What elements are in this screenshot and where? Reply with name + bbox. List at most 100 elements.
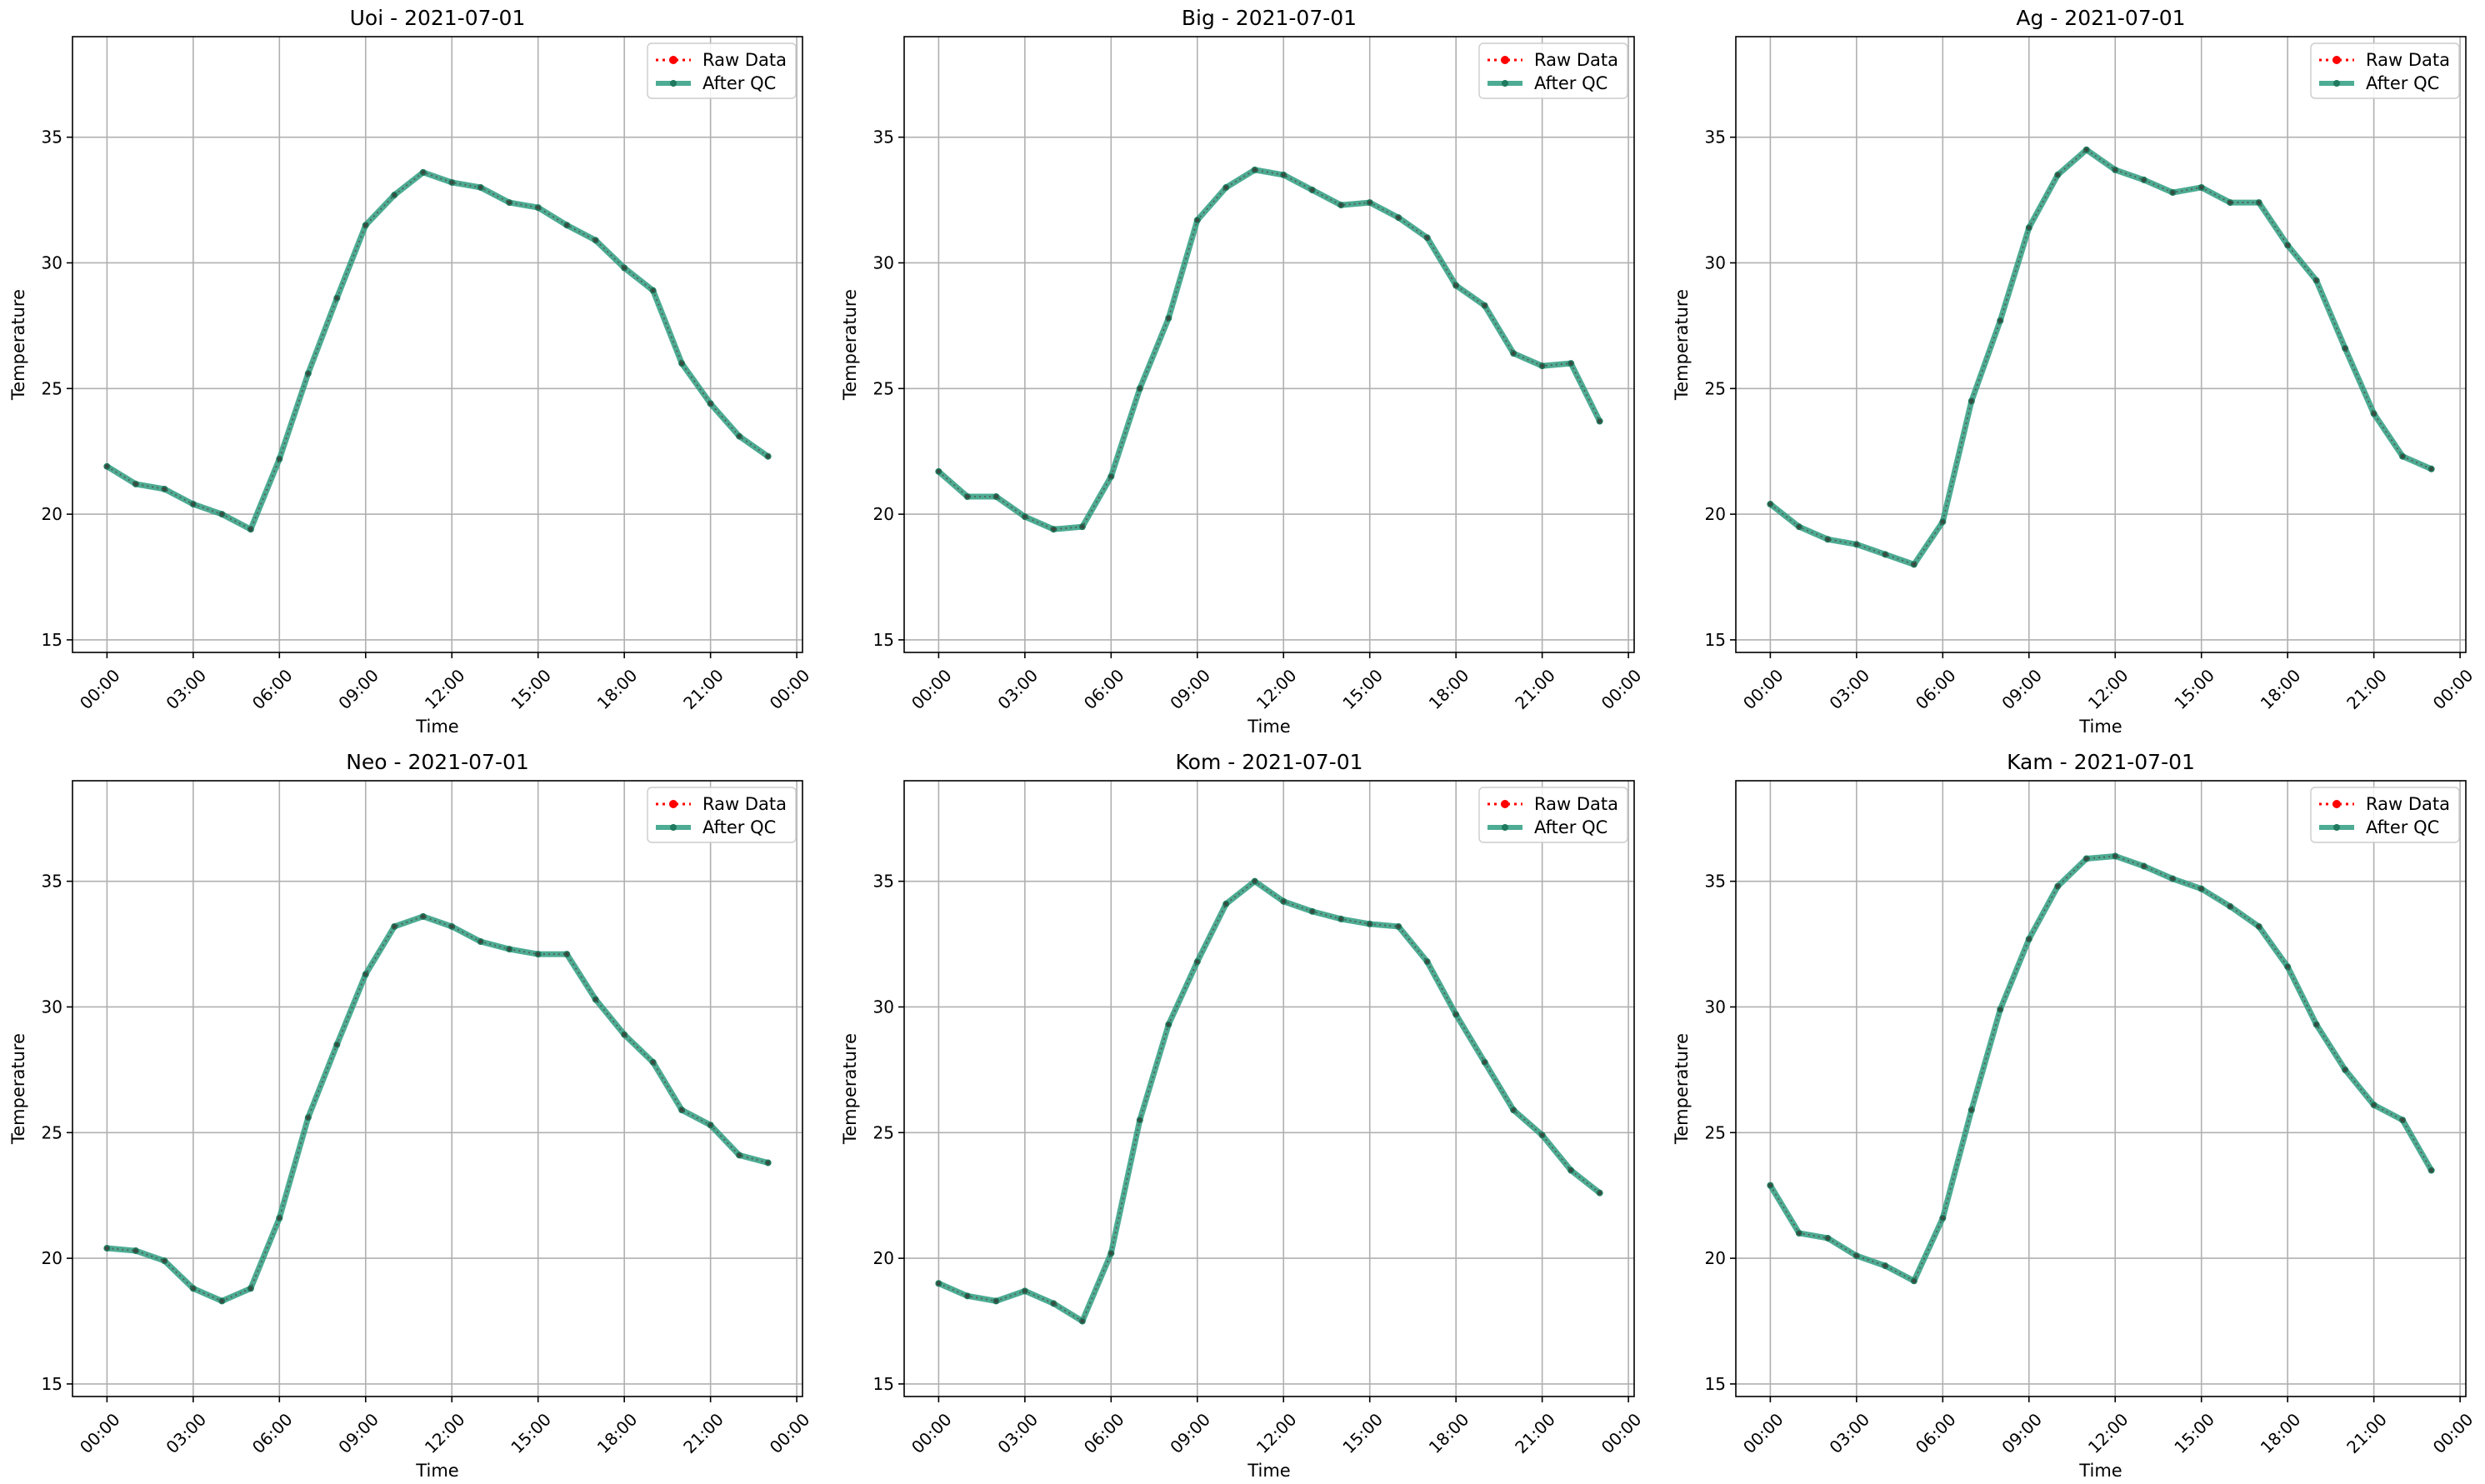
data-point-raw-data <box>737 1153 742 1157</box>
data-point-raw-data <box>1338 202 1343 207</box>
legend: Raw Data After QC <box>1478 787 1628 843</box>
legend-marker-raw-data <box>2332 800 2341 808</box>
y-axis-label: Temperature <box>840 289 860 401</box>
data-point-raw-data <box>1396 924 1401 929</box>
data-point-raw-data <box>104 1246 109 1251</box>
x-tick-label: 03:00 <box>993 1409 1042 1457</box>
data-point-raw-data <box>1425 959 1430 964</box>
data-point-raw-data <box>248 527 253 532</box>
x-tick-label: 15:00 <box>507 665 555 713</box>
data-point-raw-data <box>2199 887 2204 892</box>
data-point-raw-data <box>1998 1007 2002 1012</box>
x-tick-label: 03:00 <box>162 1409 210 1457</box>
data-point-raw-data <box>1540 363 1545 368</box>
legend-label-raw-data: Raw Data <box>702 50 787 70</box>
data-point-raw-data <box>766 454 771 459</box>
data-point-raw-data <box>1453 283 1458 288</box>
subplot-6: 15 20 25 30 35 00:00 03:00 06:00 09:00 12:00 15:00… <box>1672 750 2477 1481</box>
legend-label-after-qc: After QC <box>1534 817 1608 837</box>
data-point-raw-data <box>133 482 138 487</box>
data-point-raw-data <box>1166 316 1171 321</box>
legend-marker-raw-data <box>669 56 678 64</box>
x-tick-label: 15:00 <box>2170 665 2218 713</box>
x-tick-label: 06:00 <box>248 665 297 713</box>
x-tick-label: 18:00 <box>593 1409 642 1457</box>
y-tick-label: 25 <box>873 1122 894 1142</box>
x-tick-label: 18:00 <box>2257 1409 2305 1457</box>
y-tick-label: 35 <box>873 127 894 147</box>
data-point-raw-data <box>2055 172 2060 177</box>
x-tick-label: 18:00 <box>1425 665 1473 713</box>
data-point-raw-data <box>507 947 512 952</box>
legend-label-raw-data: Raw Data <box>2366 794 2450 814</box>
data-point-raw-data <box>2400 454 2405 459</box>
data-point-raw-data <box>1310 187 1315 192</box>
y-tick-label: 30 <box>42 997 62 1017</box>
axes-frame <box>903 36 1635 653</box>
data-point-raw-data <box>1568 361 1573 366</box>
subplot-2: 15 20 25 30 35 00:00 03:00 06:00 09:00 12:00 15:00… <box>840 6 1645 737</box>
data-point-raw-data <box>1598 1191 1602 1196</box>
x-tick-label: 18:00 <box>2257 665 2305 713</box>
x-tick-label: 00:00 <box>76 1409 124 1457</box>
data-point-raw-data <box>2285 242 2290 247</box>
y-axis-label: Temperature <box>1672 289 1692 401</box>
legend-marker-after-qc <box>2333 80 2340 87</box>
data-point-raw-data <box>2429 467 2434 472</box>
y-tick-label: 15 <box>873 1374 894 1394</box>
x-tick-label: 03:00 <box>162 665 210 713</box>
data-point-raw-data <box>2112 854 2118 858</box>
y-tick-label: 20 <box>1705 1248 1726 1268</box>
data-point-raw-data <box>1940 1216 1945 1221</box>
data-point-raw-data <box>536 205 541 210</box>
data-point-raw-data <box>1338 917 1343 922</box>
data-point-raw-data <box>2199 185 2204 190</box>
x-tick-label: 00:00 <box>1598 665 1646 713</box>
legend-marker-raw-data <box>1501 56 1509 64</box>
x-tick-label: 12:00 <box>1252 1409 1301 1457</box>
legend-marker-after-qc <box>670 824 677 831</box>
legend-label-after-qc: After QC <box>1534 73 1608 93</box>
x-tick-label: 00:00 <box>1739 665 1788 713</box>
y-tick-label: 25 <box>42 378 62 398</box>
y-tick-label: 25 <box>42 1122 62 1142</box>
x-tick-label: 21:00 <box>1511 1409 1559 1457</box>
data-point-raw-data <box>162 487 167 492</box>
x-axis-label: Time <box>1247 1461 1290 1481</box>
x-tick-label: 00:00 <box>76 665 124 713</box>
data-point-raw-data <box>936 1281 941 1286</box>
data-point-raw-data <box>1882 1263 1888 1268</box>
legend-marker-after-qc <box>1502 824 1508 831</box>
x-tick-label: 12:00 <box>2084 1409 2132 1457</box>
subplot-4: 15 20 25 30 35 00:00 03:00 06:00 09:00 12:00 15:00… <box>8 750 813 1481</box>
y-tick-label: 25 <box>1705 378 1726 398</box>
subplot-title: Neo - 2021-07-01 <box>346 750 529 774</box>
subplot-title: Uoi - 2021-07-01 <box>350 6 526 30</box>
subplot-1: 15 20 25 30 35 00:00 03:00 06:00 09:00 12:00 15:00… <box>8 6 813 737</box>
y-tick-label: 15 <box>42 1374 62 1394</box>
data-point-raw-data <box>478 939 483 944</box>
y-axis-label: Temperature <box>840 1033 860 1145</box>
legend: Raw Data After QC <box>1478 42 1628 99</box>
y-tick-label: 20 <box>873 504 894 524</box>
x-tick-label: 00:00 <box>2429 665 2478 713</box>
data-point-raw-data <box>2084 857 2089 861</box>
y-tick-label: 35 <box>1705 127 1726 147</box>
subplot-5: 15 20 25 30 35 00:00 03:00 06:00 09:00 12:00 15:00… <box>840 750 1645 1481</box>
series-line-after-qc <box>1767 852 2435 1284</box>
data-point-raw-data <box>1912 1278 1917 1283</box>
x-axis-label: Time <box>1247 717 1290 737</box>
x-tick-label: 12:00 <box>421 1409 469 1457</box>
data-point-raw-data <box>162 1258 167 1263</box>
x-tick-label: 09:00 <box>1998 1409 2046 1457</box>
data-point-raw-data <box>708 401 713 406</box>
data-point-raw-data <box>2027 937 2032 942</box>
data-point-raw-data <box>478 185 483 190</box>
data-point-raw-data <box>1022 1288 1028 1293</box>
data-point-raw-data <box>1825 1236 1830 1241</box>
subplot-title: Ag - 2021-07-01 <box>2016 6 2185 30</box>
legend-marker-after-qc <box>1502 80 1508 87</box>
data-point-raw-data <box>1195 217 1200 222</box>
data-point-raw-data <box>1912 562 1917 567</box>
data-point-raw-data <box>1138 386 1142 391</box>
